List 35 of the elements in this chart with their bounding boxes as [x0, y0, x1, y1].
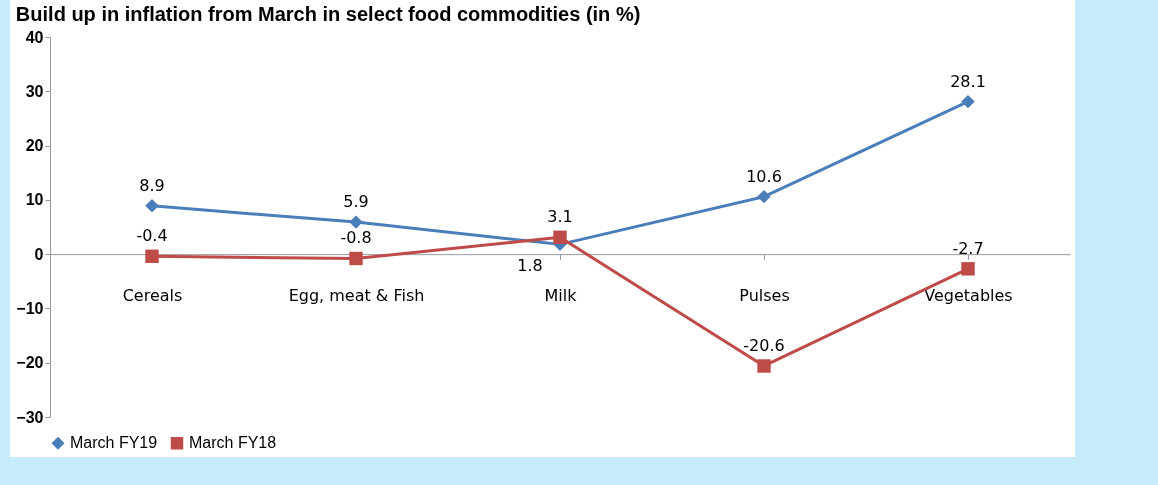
- x-tick-label: Vegetables: [924, 285, 1013, 305]
- data-label: 10.6: [746, 166, 782, 186]
- legend-label: March FY19: [70, 434, 158, 452]
- data-label: -0.8: [340, 228, 372, 248]
- data-label: 8.9: [139, 175, 165, 195]
- y-tick-label: −10: [16, 299, 44, 317]
- point: [961, 262, 975, 276]
- data-label: -0.4: [136, 226, 168, 246]
- y-tick-label: 30: [25, 82, 44, 100]
- point: [553, 230, 567, 245]
- point: [145, 249, 159, 264]
- chart-title: Build up in inflation from March in select food commodities (in %): [15, 3, 641, 25]
- data-label: 5.9: [343, 192, 369, 212]
- data-label: 28.1: [950, 71, 986, 91]
- data-label: 1.8: [517, 256, 543, 276]
- x-tick-label: Milk: [544, 285, 578, 305]
- y-tick-label: 10: [25, 191, 44, 209]
- point: [145, 199, 159, 213]
- data-label: -20.6: [743, 335, 785, 355]
- y-tick-label: 40: [25, 28, 44, 46]
- data-label: 3.1: [547, 207, 573, 227]
- y-tick-label: 0: [34, 245, 44, 263]
- point: [349, 251, 363, 266]
- y-tick-label: −30: [16, 408, 44, 426]
- x-tick-label: Egg, meat & Fish: [288, 285, 425, 305]
- point: [757, 359, 771, 373]
- x-tick-label: Pulses: [739, 285, 790, 305]
- point: [961, 94, 975, 109]
- y-tick-label: 20: [25, 137, 44, 155]
- x-tick-label: Cereals: [122, 285, 183, 305]
- point: [349, 215, 363, 229]
- point: [757, 189, 771, 204]
- y-tick-label: −20: [16, 354, 44, 372]
- data-label: -2.7: [952, 238, 984, 258]
- legend-label: March FY18: [189, 434, 277, 452]
